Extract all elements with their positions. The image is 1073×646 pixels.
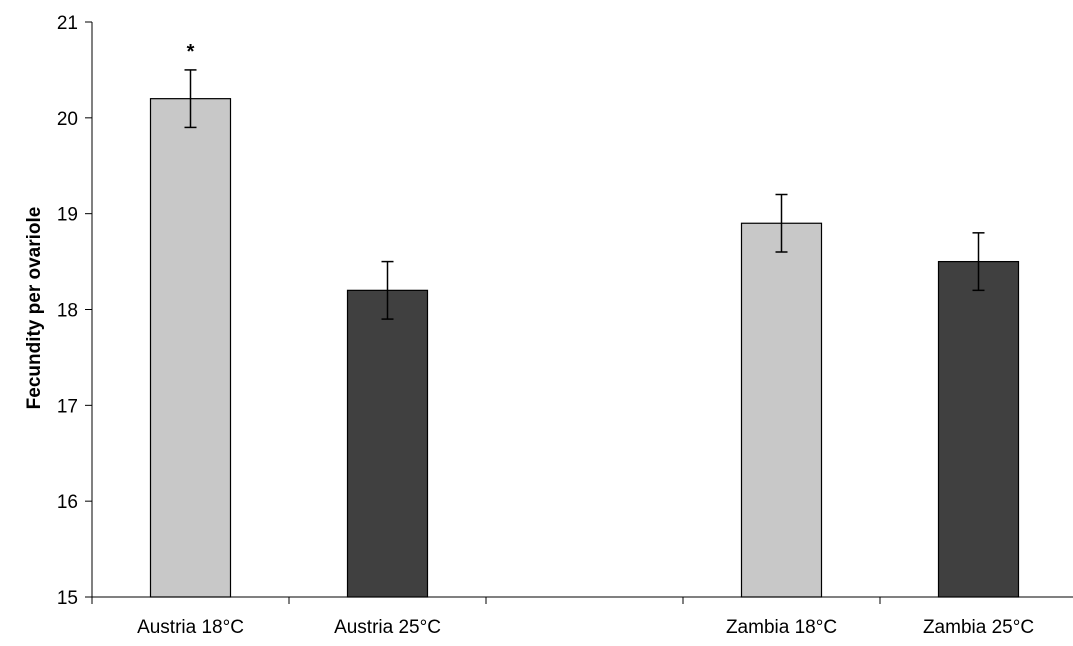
significance-marker: * (187, 41, 195, 63)
x-tick-label: Zambia 18°C (726, 617, 837, 638)
error-bars (184, 69, 985, 320)
y-axis: 15 16 17 18 19 20 21 (57, 13, 93, 609)
x-tick-label: Austria 25°C (334, 617, 441, 638)
bars (149, 98, 1020, 598)
bar (149, 98, 232, 598)
y-tick-label: 15 (57, 588, 78, 609)
bar (937, 260, 1020, 598)
bar (740, 222, 823, 598)
y-tick-label: 18 (57, 301, 78, 322)
annotations: * (187, 41, 195, 63)
bar (346, 289, 429, 598)
x-tick-label: Austria 18°C (137, 617, 244, 638)
y-axis-label: Fecundity per ovariole (24, 207, 45, 410)
x-tick-label: Zambia 25°C (923, 617, 1034, 638)
x-axis: Austria 18°C Austria 25°C Zambia 18°C Zambi… (91, 596, 1073, 638)
y-tick-label: 16 (57, 492, 78, 513)
y-tick-label: 17 (57, 396, 78, 417)
y-tick-label: 20 (57, 109, 78, 130)
y-tick-label: 21 (57, 13, 78, 34)
y-tick-label: 19 (57, 205, 78, 226)
